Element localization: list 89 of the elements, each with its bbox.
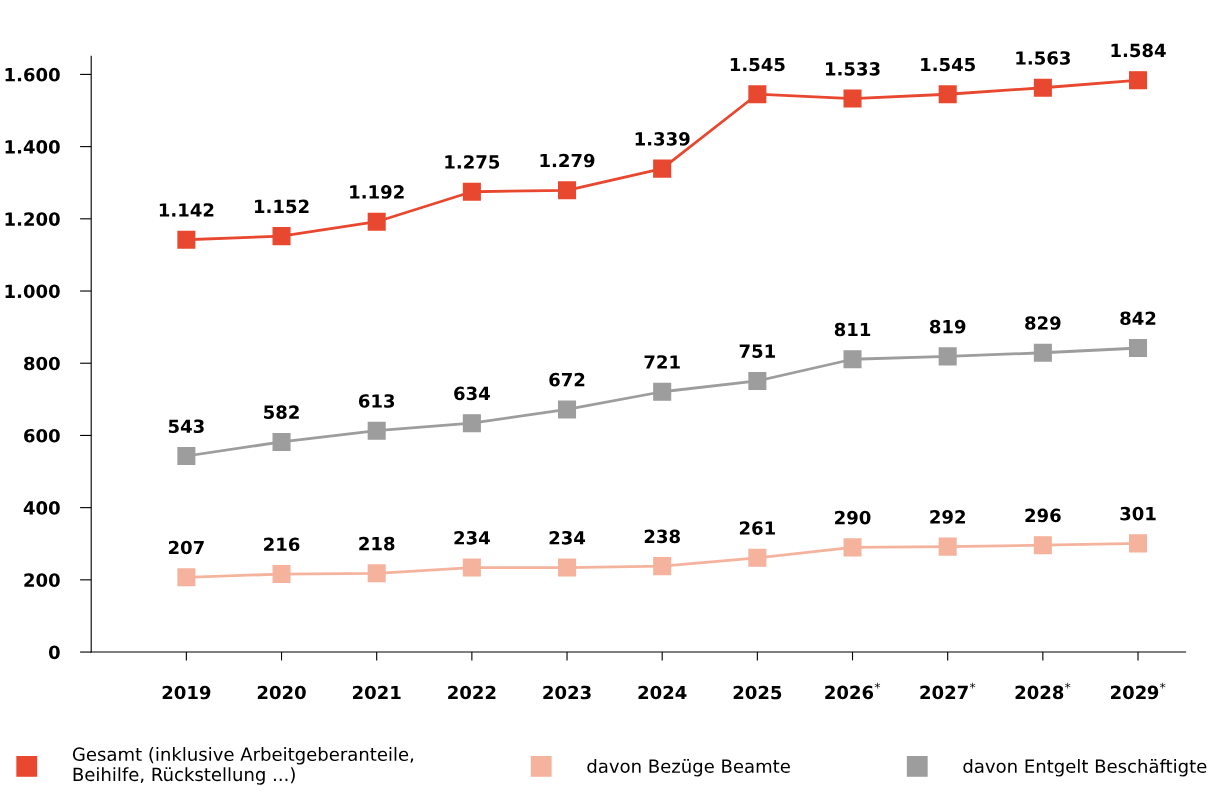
data-label: 751 <box>739 344 775 358</box>
x-tick-label: 2026$^{*}$ <box>825 682 881 700</box>
x-tick-label: 2024 <box>638 685 687 700</box>
x-tick-label: 2029$^{*}$ <box>1111 682 1166 700</box>
point <box>653 382 672 401</box>
data-label: 290 <box>835 510 871 525</box>
data-label: 1.545 <box>730 57 785 72</box>
data-label: 1.545 <box>921 57 975 72</box>
point <box>367 564 386 583</box>
data-label: 829 <box>1025 316 1061 330</box>
y-tick-label: 1.200 <box>5 212 60 226</box>
point <box>843 350 862 369</box>
point <box>1033 78 1052 97</box>
data-label: 234 <box>549 530 586 545</box>
x-tick-label: 2019 <box>162 685 211 700</box>
point <box>272 432 291 451</box>
y-tick-label: 800 <box>24 356 60 371</box>
point <box>748 548 767 567</box>
point <box>1128 339 1148 358</box>
data-label: 1.279 <box>540 153 595 168</box>
data-label: 582 <box>264 405 299 419</box>
y-tick-label: 1.400 <box>5 140 60 154</box>
data-label: 819 <box>929 319 966 334</box>
point <box>748 85 767 104</box>
y-tick-label: 200 <box>24 573 60 587</box>
x-tick-label: 2025 <box>733 685 782 700</box>
data-label: 216 <box>264 537 300 552</box>
point <box>938 347 957 366</box>
point <box>557 181 577 200</box>
point <box>653 557 672 576</box>
data-label: 261 <box>739 521 775 535</box>
data-label: 721 <box>644 355 680 369</box>
point <box>843 89 862 108</box>
point <box>938 537 957 556</box>
point <box>272 227 291 246</box>
point <box>653 159 672 178</box>
data-label: 292 <box>930 510 965 524</box>
x-tick-label: 2022 <box>448 685 496 700</box>
y-tick-label: 400 <box>23 501 60 515</box>
data-label: 1.142 <box>159 203 214 217</box>
point <box>177 230 196 249</box>
data-label: 1.152 <box>255 199 309 214</box>
data-label: 218 <box>359 536 395 551</box>
point <box>748 371 767 390</box>
data-label: 1.192 <box>350 185 404 199</box>
x-tick-label: 2020 <box>257 685 306 700</box>
data-label: 543 <box>168 419 204 434</box>
data-label: 234 <box>454 530 490 545</box>
data-label: 1.563 <box>1016 51 1070 65</box>
y-tick-label: 600 <box>24 428 60 443</box>
data-label: 1.339 <box>635 132 690 146</box>
legend-label: davon Entgelt Beschäftigte <box>963 759 1207 777</box>
x-tick-label: 2023 <box>543 685 591 700</box>
point <box>272 565 291 584</box>
data-label: 238 <box>644 529 680 544</box>
point <box>367 212 386 231</box>
point <box>1033 343 1052 362</box>
point <box>938 85 957 104</box>
point <box>1128 71 1148 90</box>
x-tick-label: 2021 <box>353 685 401 700</box>
point <box>557 558 577 577</box>
y-tick-label: 0 <box>48 645 60 660</box>
data-label: 1.533 <box>826 61 880 76</box>
point <box>177 446 196 466</box>
y-tick-label: 1.600 <box>5 67 60 82</box>
point <box>462 558 481 577</box>
point <box>462 182 481 201</box>
data-label: 1.584 <box>1111 43 1166 58</box>
data-label: 842 <box>1120 311 1156 326</box>
legend-label: Gesamt (inklusive Arbeitgeberanteile, Beihilfe, Rückstellung ...) <box>72 747 414 785</box>
data-label: 634 <box>454 386 490 401</box>
data-label: 672 <box>549 372 585 387</box>
point <box>557 400 577 419</box>
data-label: 811 <box>834 322 871 337</box>
data-label: 207 <box>168 540 204 555</box>
data-label: 1.275 <box>445 155 500 169</box>
data-label: 613 <box>358 394 395 408</box>
x-tick-label: 2027$^{*}$ <box>920 682 976 700</box>
point <box>367 421 386 440</box>
legend-label: davon Bezüge Beamte <box>587 759 790 777</box>
point <box>843 538 862 557</box>
y-tick-label: 1.000 <box>5 284 60 299</box>
point <box>1033 536 1052 555</box>
point <box>177 568 196 587</box>
data-label: 296 <box>1025 508 1061 523</box>
x-tick-label: 2028$^{*}$ <box>1015 682 1071 700</box>
data-label: 301 <box>1120 506 1156 521</box>
point <box>462 414 481 433</box>
point <box>1128 534 1148 553</box>
